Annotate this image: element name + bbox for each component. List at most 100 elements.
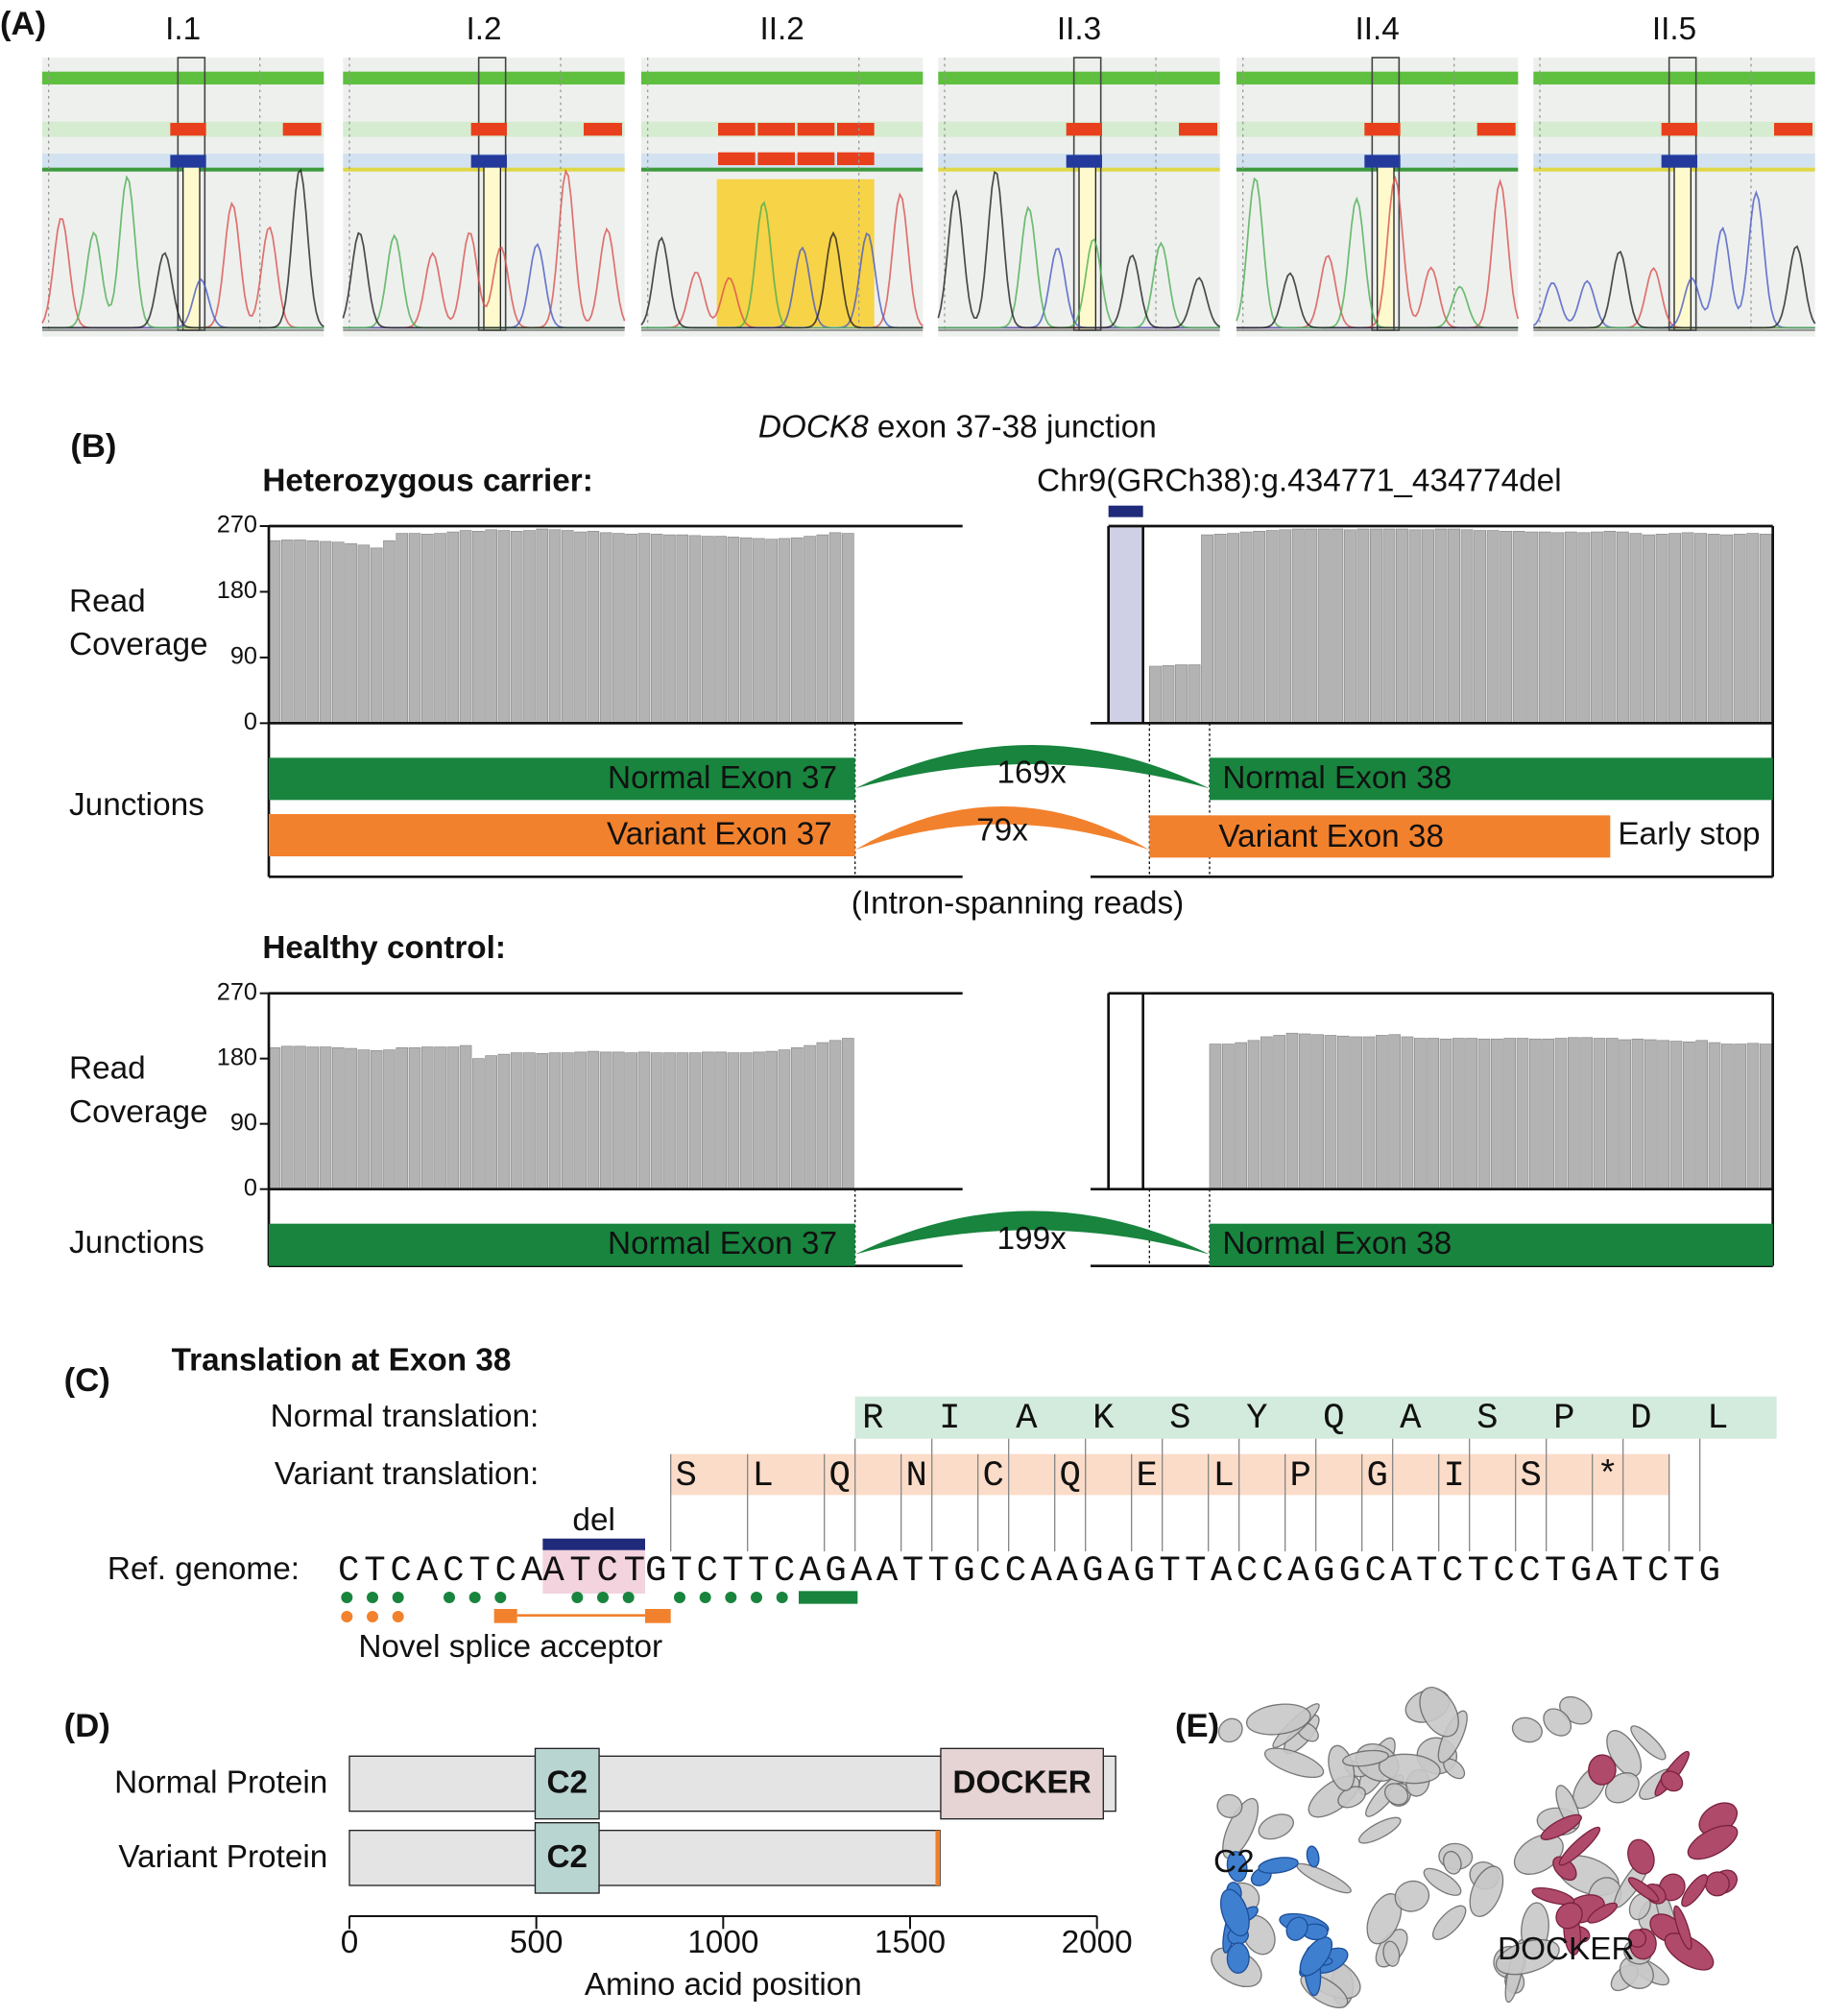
coverage-bar: [1356, 528, 1370, 724]
sample-label: II.3: [1057, 12, 1101, 47]
marker: [1476, 123, 1516, 136]
amino-acid: Q: [1323, 1399, 1344, 1439]
splice-site: [799, 1591, 858, 1604]
coverage-bar: [1376, 1035, 1388, 1189]
coverage-bar: [1427, 1038, 1439, 1190]
coverage-bar: [1422, 529, 1434, 724]
section-title: Healthy control:: [262, 930, 506, 966]
trace: [342, 231, 625, 329]
annotation: Early stop: [1618, 816, 1760, 852]
coverage-bar: [816, 1042, 829, 1189]
amino-acid: A: [1400, 1399, 1422, 1439]
coverage-bar: [1235, 1042, 1247, 1189]
coverage-bar: [1337, 1035, 1350, 1190]
coverage-bar: [1474, 530, 1487, 724]
marker: [718, 152, 756, 165]
coverage-bar: [1439, 1038, 1452, 1190]
structure-helix: [1366, 1893, 1403, 1945]
coverage-bar: [1759, 534, 1772, 724]
section-title: Translation at Exon 38: [172, 1342, 512, 1378]
deletion-region: [1108, 526, 1143, 724]
amino-acid: N: [905, 1456, 926, 1497]
coverage-bar: [842, 533, 854, 724]
coverage-bar: [396, 533, 409, 724]
amino-acid: Q: [828, 1456, 850, 1497]
marker: [1364, 123, 1401, 136]
coverage-bar: [1273, 1035, 1285, 1189]
track: [938, 71, 1220, 84]
marker: [1661, 155, 1697, 168]
structure-c2: [1299, 1936, 1333, 1977]
marker: [1364, 155, 1401, 168]
coverage-bar: [306, 540, 320, 724]
splice-dot: [597, 1592, 609, 1603]
coverage-bar: [332, 1047, 345, 1189]
sample-label: II.4: [1356, 12, 1400, 47]
structure-docker: [1627, 1838, 1655, 1875]
amino-acid: S: [675, 1456, 696, 1497]
splice-dot: [444, 1592, 455, 1603]
coverage-bar: [1568, 1037, 1580, 1189]
structure-docker: [1540, 1813, 1582, 1840]
coverage-bar: [637, 1051, 651, 1190]
coverage-bar: [1512, 530, 1525, 724]
structure-helix: [1245, 1703, 1311, 1736]
axis-label: Coverage: [69, 627, 208, 662]
coverage-bar: [574, 1051, 587, 1190]
highlight-box: [1072, 57, 1102, 331]
coverage-bar: [548, 1052, 562, 1190]
marker: [757, 152, 795, 165]
highlight-box: [477, 57, 507, 331]
coverage-bar: [1643, 534, 1655, 724]
amino-acid: I: [939, 1399, 960, 1439]
amino-acid: C: [982, 1456, 1003, 1497]
coverage-bar: [1279, 529, 1292, 724]
structure-c2: [1226, 1851, 1248, 1883]
coverage-bar: [485, 529, 497, 724]
structure-docker: [1627, 1877, 1660, 1903]
junction-title: DOCK8 exon 37-38 junction: [758, 409, 1157, 444]
coverage-bar: [280, 540, 294, 724]
exon: [269, 814, 855, 856]
coverage-bar: [1213, 534, 1227, 724]
structure-helix: [1382, 1940, 1401, 1967]
exon: [1210, 1223, 1773, 1266]
marker: [1066, 123, 1102, 136]
coverage-bar: [1668, 533, 1681, 724]
coverage-bar: [1631, 1038, 1644, 1190]
amino-acid: K: [1092, 1399, 1115, 1439]
y-tick-label: 90: [230, 643, 257, 670]
coverage-bar: [1222, 1044, 1235, 1190]
structure-helix: [1357, 1816, 1402, 1844]
coverage-bar: [1746, 1043, 1760, 1189]
exon: [1149, 815, 1611, 858]
coverage-bar: [383, 1049, 396, 1190]
coverage-bar: [1162, 664, 1175, 724]
coverage-bar: [1299, 1033, 1311, 1190]
structure-helix: [1419, 1687, 1459, 1738]
axis-label: Read: [69, 1050, 146, 1086]
coverage-bar: [1538, 531, 1551, 724]
coverage-bar: [396, 1047, 409, 1189]
coverage-bar: [357, 1049, 371, 1190]
structure-helix: [1630, 1725, 1667, 1761]
coverage-bar: [1603, 530, 1617, 724]
coverage-bar: [1209, 1044, 1222, 1190]
coverage-bar: [1350, 1036, 1362, 1189]
coverage-bar: [268, 540, 281, 724]
coverage-bar: [612, 533, 625, 724]
coverage-bar: [562, 530, 574, 724]
coverage-bar: [485, 1055, 497, 1190]
splice-dot: [674, 1592, 685, 1603]
coverage-bar: [739, 1052, 753, 1190]
coverage-bar: [842, 1038, 854, 1190]
coverage-bar: [688, 535, 702, 724]
coverage-bar: [345, 1047, 357, 1189]
coverage-bar: [370, 1050, 383, 1189]
domain-label: C2: [546, 1839, 588, 1875]
y-tick-label: 270: [217, 978, 257, 1005]
coverage-bar: [765, 1050, 779, 1189]
coverage-bar: [804, 536, 816, 724]
amino-acid: R: [862, 1399, 883, 1439]
coverage-bar: [1408, 529, 1422, 724]
